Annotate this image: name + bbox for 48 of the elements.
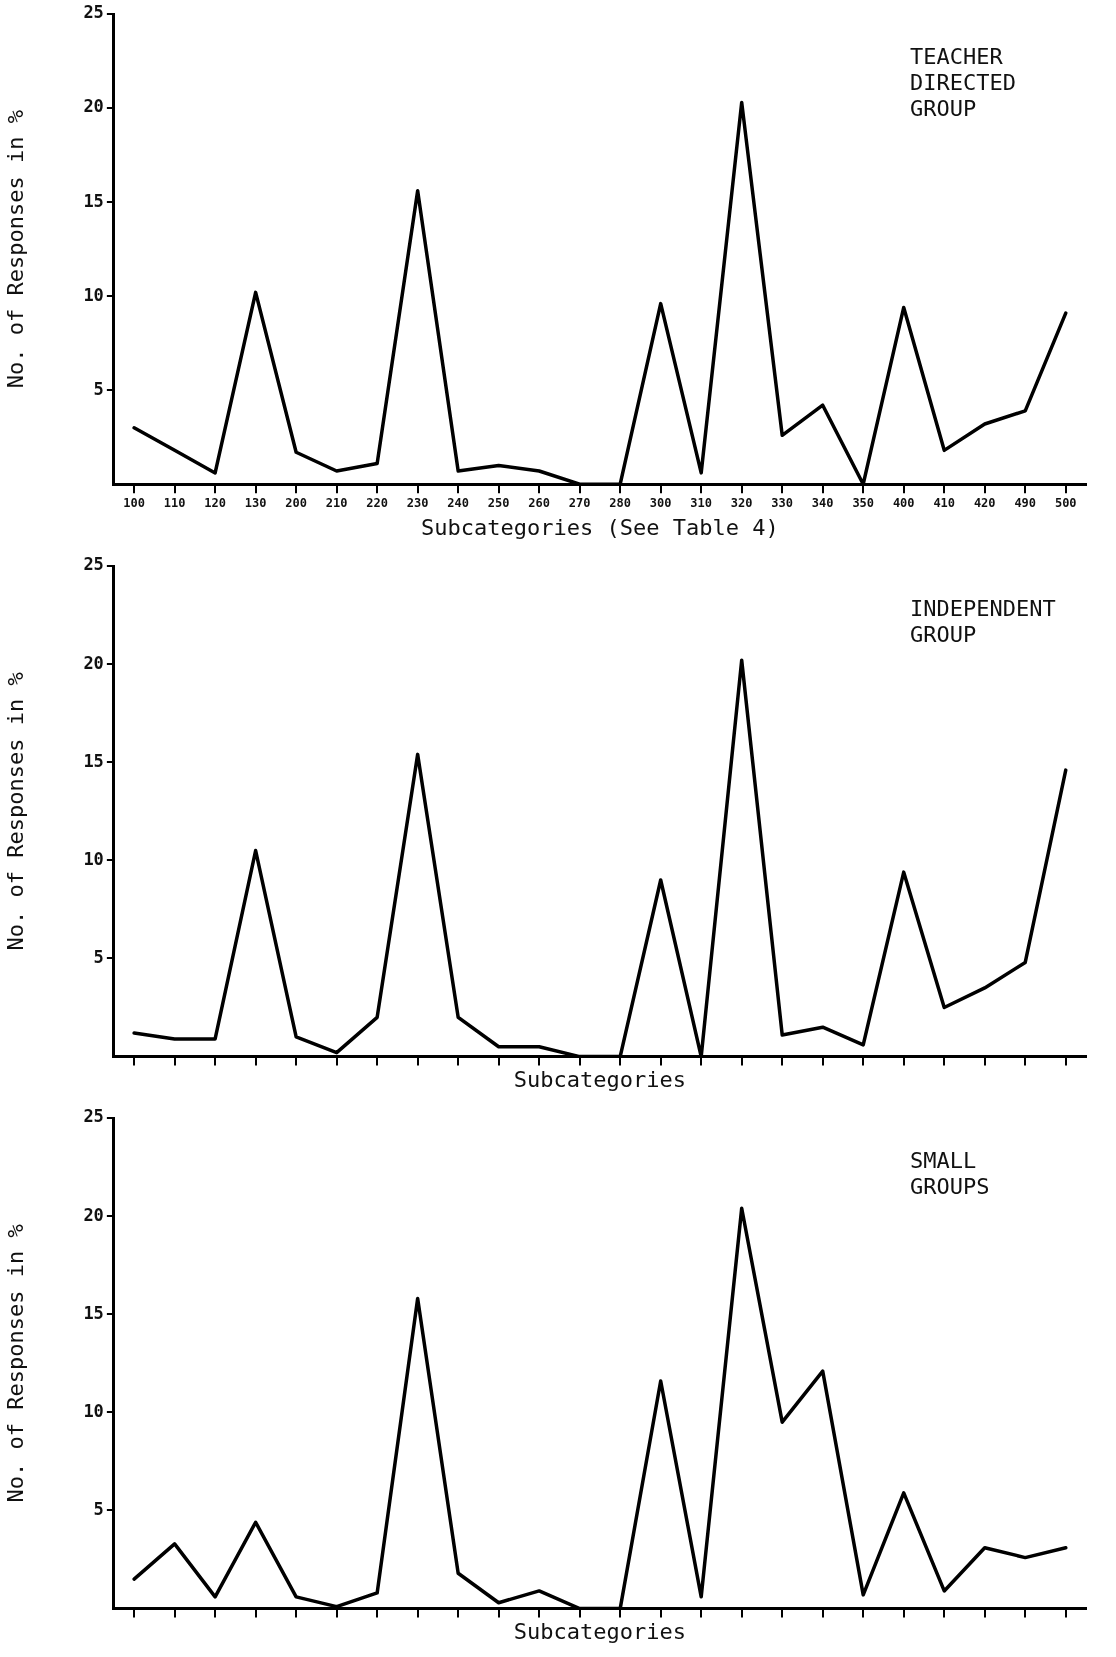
x-tick-label: 270 <box>568 495 591 510</box>
y-axis-title: No. of Responses in % <box>2 672 28 951</box>
y-tick-label: 15 <box>83 190 104 211</box>
x-tick-label: 350 <box>852 495 875 510</box>
x-tick-label: 420 <box>973 495 996 510</box>
x-axis-title: Subcategories (See Table 4) <box>421 514 779 540</box>
x-tick-label: 300 <box>649 495 672 510</box>
y-tick-label: 5 <box>93 378 104 399</box>
y-tick-label: 15 <box>83 750 104 771</box>
text: TEACHER DIRECTED GROUP <box>910 44 1016 122</box>
x-tick-label: 340 <box>811 495 834 510</box>
x-axis-title: Subcategories <box>513 1618 687 1644</box>
x-tick-label: 220 <box>366 495 388 510</box>
x-tick-label: 320 <box>730 495 753 510</box>
x-axis-title: Subcategories <box>513 1066 687 1092</box>
y-axis-title: No. of Responses in % <box>2 1224 28 1503</box>
y-tick-label: 15 <box>83 1302 104 1323</box>
y-tick-label: 10 <box>83 848 104 869</box>
x-tick-label: 310 <box>690 495 713 510</box>
y-tick-label: 20 <box>83 652 104 673</box>
x-tick-label: 110 <box>163 495 186 510</box>
y-tick-label: 20 <box>83 1204 104 1225</box>
text: INDEPENDENT GROUP <box>910 596 1056 648</box>
y-tick-label: 20 <box>83 96 104 117</box>
x-tick-label: 210 <box>325 495 348 510</box>
y-axis-title: No. of Responses in % <box>2 110 28 389</box>
x-tick-label: 230 <box>406 495 429 510</box>
x-tick-label: 260 <box>528 495 551 510</box>
x-tick-label: 100 <box>123 495 145 510</box>
x-tick-label: 280 <box>609 495 632 510</box>
y-tick-label: 5 <box>93 1498 104 1519</box>
y-tick-label: 25 <box>83 2 104 23</box>
x-tick-label: 130 <box>244 495 267 510</box>
x-tick-label: 250 <box>487 495 510 510</box>
x-tick-label: 330 <box>771 495 794 510</box>
x-tick-label: 500 <box>1054 495 1077 510</box>
x-tick-label: 410 <box>933 495 956 510</box>
y-tick-label: 10 <box>83 284 104 305</box>
x-tick-label: 120 <box>204 495 226 510</box>
y-tick-label: 10 <box>83 1400 104 1421</box>
y-tick-label: 25 <box>83 554 104 575</box>
y-tick-label: 5 <box>93 946 104 967</box>
x-tick-label: 240 <box>447 495 470 510</box>
x-tick-label: 490 <box>1014 495 1037 510</box>
x-tick-label: 400 <box>892 495 915 510</box>
text: SMALL GROUPS <box>910 1148 990 1200</box>
x-tick-label: 200 <box>285 495 307 510</box>
y-tick-label: 25 <box>83 1106 104 1127</box>
